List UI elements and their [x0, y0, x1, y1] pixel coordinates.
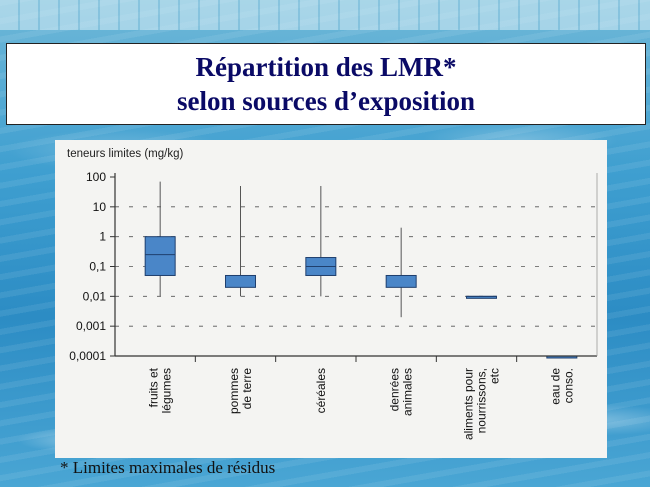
y-tick-label: 0,1 — [89, 260, 106, 274]
x-category-label: eau de conso. — [548, 368, 575, 405]
slide-title-line-1: Répartition des LMR* — [195, 52, 457, 82]
x-category-label-line: etc — [488, 368, 502, 384]
box-series — [144, 181, 578, 359]
slide-title-box: Répartition des LMR* selon sources d’exp… — [6, 43, 646, 125]
x-category-label-line: fruits et — [147, 367, 161, 407]
x-category-label-line: pommes — [227, 368, 241, 414]
grid-lines — [115, 206, 597, 327]
y-tick-label: 0,001 — [76, 319, 106, 333]
box-iqr — [385, 274, 417, 288]
x-category-label-line: légumes — [160, 368, 174, 413]
y-tick-label: 1 — [99, 230, 106, 244]
y-tick-label: 10 — [93, 200, 107, 214]
x-category-label-line: de terre — [240, 368, 254, 410]
x-category-label: denrées animales — [388, 368, 415, 416]
x-category-label-line: céréales — [314, 368, 328, 413]
pool-tile-border — [0, 0, 650, 30]
footnote: * Limites maximales de résidus — [60, 458, 276, 477]
chart-panel: teneurs limites (mg/kg) 100 10 1 0,1 0,01 0,0… — [55, 140, 607, 458]
x-category-label-line: aliments pour — [462, 368, 476, 440]
x-category-label: pommes de terre — [227, 368, 254, 414]
box-plot-chart: teneurs limites (mg/kg) 100 10 1 0,1 0,01 0,0… — [67, 148, 598, 440]
slide-title-line-2: selon sources d’exposition — [176, 86, 476, 116]
y-tick-label: 100 — [86, 170, 106, 184]
y-tick-label: 0,01 — [83, 289, 107, 303]
y-axis-ticks: 100 10 1 0,1 0,01 0,001 0,0001 — [69, 170, 115, 363]
x-category-label-line: denrées — [388, 368, 402, 411]
box-iqr — [144, 236, 176, 276]
x-category-label-line: animales — [401, 368, 415, 416]
box-iqr — [225, 274, 256, 288]
x-axis-labels: fruits et légumes pommes de terre céréales de… — [147, 367, 576, 440]
x-category-label: fruits et légumes — [147, 367, 174, 413]
y-axis-label: teneurs limites (mg/kg) — [67, 148, 183, 160]
chart-axes — [114, 173, 598, 362]
y-tick-label: 0,0001 — [69, 349, 106, 363]
x-category-label: céréales — [314, 368, 328, 413]
x-category-label-line: conso. — [561, 368, 575, 403]
x-category-label: aliments pour nourrissons, etc — [462, 368, 502, 440]
x-category-label-line: nourrissons, — [475, 368, 489, 433]
x-category-label-line: eau de — [548, 368, 562, 405]
